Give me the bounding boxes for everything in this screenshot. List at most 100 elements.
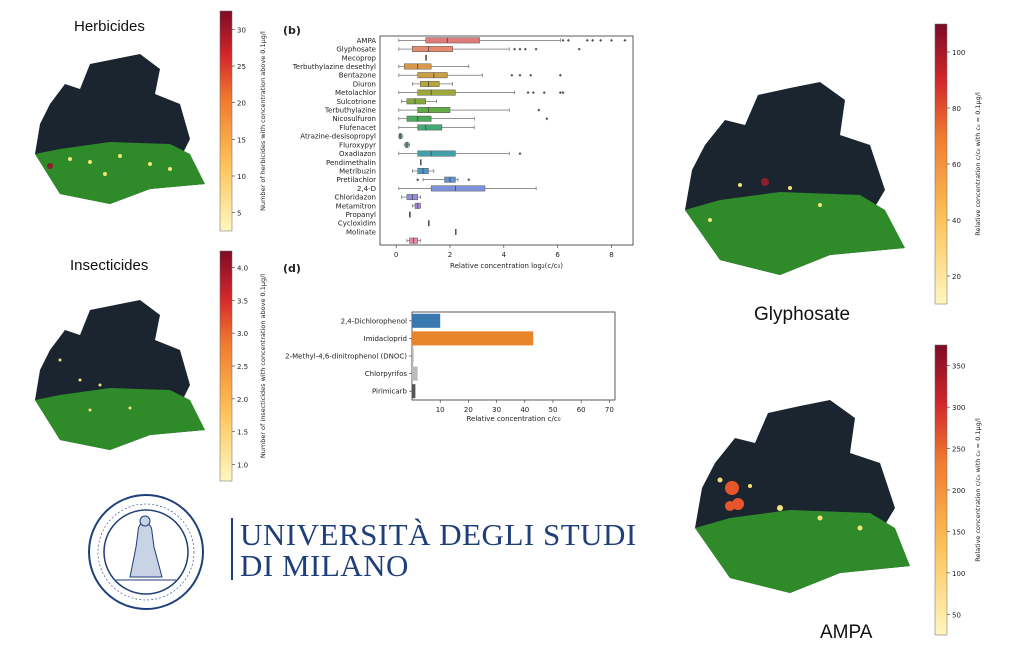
boxplot-category-label: Mecoprop (342, 54, 377, 62)
boxplot-category-label: Terbuthylazine desethyl (292, 63, 376, 71)
boxplot-outlier (537, 108, 541, 112)
panel-d-label: (d) (283, 262, 301, 275)
boxplot-outlier (526, 91, 530, 95)
insecticides-map (35, 300, 205, 450)
boxplot-outlier (518, 73, 522, 77)
boxplot-box (417, 72, 448, 79)
glyphosate-colorbar-gradient (934, 23, 948, 305)
boxplot-category-label: Glyphosate (336, 46, 376, 54)
boxplot-outlier (416, 178, 420, 182)
boxplot-box (425, 37, 480, 44)
herbicides-colorbar-tick-label: 20 (237, 100, 246, 108)
ampa-colorbar-tick-label: 350 (952, 363, 965, 371)
glyphosate-colorbar-tick-label: 20 (952, 273, 961, 281)
boxplot-outlier (591, 38, 595, 42)
barchart-category-label: Pirimicarb (372, 388, 408, 396)
boxplot-category-label: Oxadiazon (339, 150, 376, 158)
boxplot-outlier (542, 91, 546, 95)
boxplot-outlier (545, 117, 549, 121)
ampa-colorbar-tick-label: 300 (952, 404, 965, 412)
herbicides-colorbar-label: Number of herbicides with concentration … (259, 31, 267, 211)
boxplot-outlier (534, 47, 538, 51)
boxplot-category-label: Terbuthylazine (324, 107, 376, 115)
boxplot-outlier (623, 38, 627, 42)
glyphosate-colorbar-tick-label: 100 (952, 49, 965, 57)
glyphosate-colorbar-tick-label: 40 (952, 217, 961, 225)
ampa-colorbar: 50 100 150 200 250 300 350 Relative concentrati… (934, 344, 982, 636)
boxplot-frame (379, 35, 634, 246)
herbicides-title: Herbicides (74, 18, 145, 35)
boxplot-outlier (585, 38, 589, 42)
boxplot-outlier (561, 91, 565, 95)
boxplot-category-label: Molinate (346, 228, 376, 236)
boxplot-outlier (510, 73, 514, 77)
ampa-colorbar-tick-label: 200 (952, 487, 965, 495)
boxplot-outlier (558, 73, 562, 77)
boxplot-category-label: Atrazine-desisopropyl (300, 133, 376, 141)
herbicides-colorbar-tick-label: 25 (237, 63, 246, 71)
herbicides-colorbar-gradient (219, 10, 233, 232)
boxplot-box (420, 80, 440, 87)
boxplot-category-label: Nicosulfuron (332, 115, 376, 123)
boxplot-outlier (577, 47, 581, 51)
herbicides-colorbar: 5 10 15 20 25 30 Number of herbicides with con… (219, 10, 267, 232)
barchart-category-label: Chlorpyrifos (365, 370, 408, 378)
bar-chart: 2,4-Dichlorophenol Imidacloprid 2-Methyl-4… (285, 311, 616, 422)
insecticides-colorbar-tick-label: 3.0 (237, 330, 248, 338)
boxplot-category-label: Cycloxidim (338, 220, 376, 228)
boxplot-xtick-label: 8 (609, 251, 613, 259)
boxplot-box (417, 89, 456, 96)
ampa-colorbar-tick-label: 50 (952, 611, 961, 619)
barchart-category-label: 2-Methyl-4,6-dinitrophenol (DNOC) (285, 353, 407, 361)
boxplot-box (406, 115, 432, 122)
barchart-bar (412, 366, 418, 381)
ampa-colorbar-tick-label: 150 (952, 528, 965, 536)
university-name-line1: UNIVERSITÀ DEGLI STUDI (240, 517, 637, 552)
boxplot-category-label: Sulcotrione (336, 98, 376, 106)
insecticides-colorbar-tick-label: 4.0 (237, 264, 248, 272)
barchart-bar (412, 348, 414, 364)
boxplot-category-label: Propanyl (346, 211, 376, 219)
insecticides-colorbar-tick-label: 2.0 (237, 396, 248, 404)
panel-b-label: (b) (283, 24, 301, 37)
boxplot-category-label: Metolachlor (335, 89, 376, 97)
ampa-map (695, 400, 910, 593)
boxplot-category-label: Diuron (353, 80, 376, 88)
boxplot-xtick-label: 6 (555, 251, 560, 259)
boxplot-box (417, 107, 451, 113)
herbicides-colorbar-tick-label: 5 (237, 210, 241, 218)
boxplot-box (417, 150, 456, 157)
boxplot-box (412, 46, 453, 53)
insecticides-colorbar-tick-label: 3.5 (237, 297, 248, 305)
boxplot-category-label: Pretilachlor (337, 176, 377, 184)
boxplot-box (417, 124, 443, 131)
barchart-xtick-label: 60 (577, 406, 586, 414)
boxplot-category-label: Fluroxypyr (339, 141, 376, 149)
insecticides-colorbar-tick-label: 1.5 (237, 429, 248, 437)
ampa-colorbar-gradient (934, 344, 948, 636)
boxplot-outlier (513, 47, 517, 51)
glyphosate-map (685, 82, 905, 275)
barchart-bar (412, 384, 416, 399)
barchart-bar (412, 331, 534, 346)
glyphosate-colorbar-tick-label: 60 (952, 161, 961, 169)
boxplot-box (406, 98, 427, 105)
boxplot-category-label: Flufenacet (339, 124, 376, 132)
insecticides-colorbar-tick-label: 2.5 (237, 363, 248, 371)
barchart-xtick-label: 40 (520, 406, 529, 414)
barchart-xtick-label: 70 (605, 406, 614, 414)
insecticides-colorbar-label: Number of insecticides with concentratio… (259, 274, 267, 458)
ampa-title: AMPA (820, 622, 873, 643)
barchart-frame (411, 311, 616, 401)
boxplot-box (430, 185, 486, 192)
boxplot-xlabel: Relative concentration log₂(c/c₀) (450, 262, 563, 270)
university-seal-logo (88, 494, 204, 610)
insecticides-colorbar: 1.0 1.5 2.0 2.5 3.0 3.5 4.0 Number of insectici… (219, 250, 267, 482)
boxplot-outlier (609, 38, 613, 42)
barchart-xtick-label: 30 (492, 406, 501, 414)
boxplot-category-label: Pendimethalin (326, 159, 376, 167)
boxplot-outlier (467, 178, 471, 182)
boxplot-category-label: Chloridazon (334, 194, 376, 202)
herbicides-colorbar-tick-label: 15 (237, 136, 246, 144)
boxplot-category-label: Metamitron (336, 202, 376, 210)
